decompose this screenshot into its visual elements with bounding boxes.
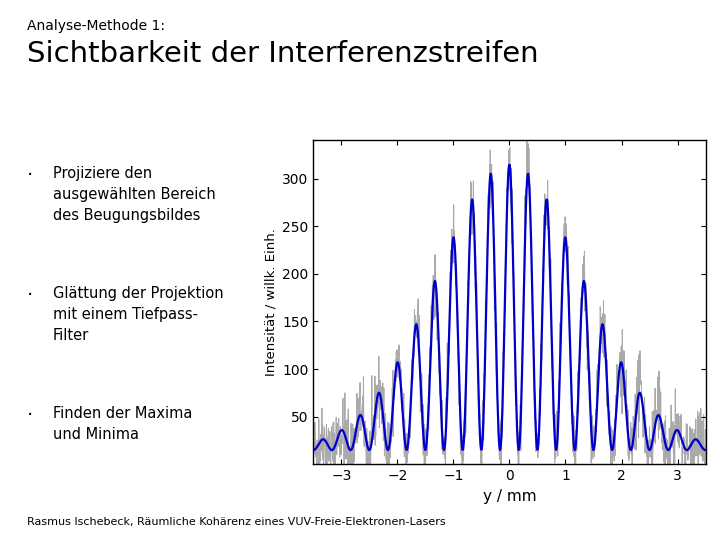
Text: Sichtbarkeit der Interferenzstreifen: Sichtbarkeit der Interferenzstreifen — [27, 40, 539, 69]
Y-axis label: Intensität / willk. Einh.: Intensität / willk. Einh. — [265, 228, 278, 376]
Text: Glättung der Projektion
mit einem Tiefpass-
Filter: Glättung der Projektion mit einem Tiefpa… — [53, 286, 223, 343]
Text: Analyse-Methode 1:: Analyse-Methode 1: — [27, 19, 166, 33]
Text: Finden der Maxima
und Minima: Finden der Maxima und Minima — [53, 406, 192, 442]
X-axis label: y / mm: y / mm — [482, 489, 536, 504]
Text: ·: · — [27, 286, 33, 305]
Text: ·: · — [27, 406, 33, 425]
Text: ·: · — [27, 166, 33, 185]
Text: Projiziere den
ausgewählten Bereich
des Beugungsbildes: Projiziere den ausgewählten Bereich des … — [53, 166, 215, 224]
Text: Rasmus Ischebeck, Räumliche Kohärenz eines VUV-Freie-Elektronen-Lasers: Rasmus Ischebeck, Räumliche Kohärenz ein… — [27, 516, 446, 526]
